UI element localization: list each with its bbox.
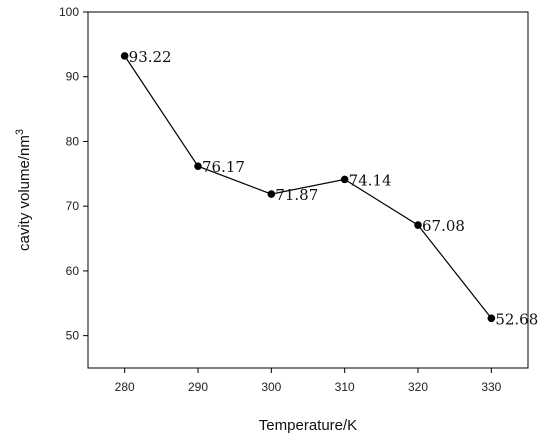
y-tick-label: 100 [59,5,79,19]
y-axis-title-text: cavity volume/nm [16,135,33,251]
y-axis: 50 60 70 80 90 100 [59,5,88,343]
data-label: 52.68 [495,310,538,328]
x-tick-label: 320 [408,380,428,394]
data-label: 76.17 [202,158,245,176]
data-label: 71.87 [275,186,318,204]
x-axis: 280 290 300 310 320 330 [115,368,502,394]
series-line [124,55,492,319]
x-axis-title: Temperature/K [259,417,357,434]
data-label: 67.08 [422,217,465,235]
data-labels: 93.22 76.17 71.87 74.14 67.08 52.68 [129,48,539,328]
y-tick-label: 80 [66,134,80,148]
data-label: 74.14 [349,171,392,189]
data-point [120,52,129,60]
y-axis-title: cavity volume/nm3 [14,129,33,251]
data-point [487,314,496,323]
y-tick-label: 90 [66,70,80,84]
data-label: 93.22 [129,48,172,66]
y-axis-title-superscript: 3 [14,129,26,135]
x-tick-label: 300 [261,380,281,394]
plot-frame [87,11,529,369]
y-tick-label: 50 [66,329,80,343]
x-tick-label: 280 [115,380,135,394]
x-tick-label: 330 [481,380,501,394]
x-tick-label: 290 [188,380,208,394]
data-point [267,190,276,198]
data-point [194,162,202,171]
x-tick-label: 310 [335,380,355,394]
data-point [340,175,349,184]
y-tick-label: 60 [66,264,80,278]
y-tick-label: 70 [66,199,80,213]
data-points [120,52,496,323]
data-point [414,221,422,229]
